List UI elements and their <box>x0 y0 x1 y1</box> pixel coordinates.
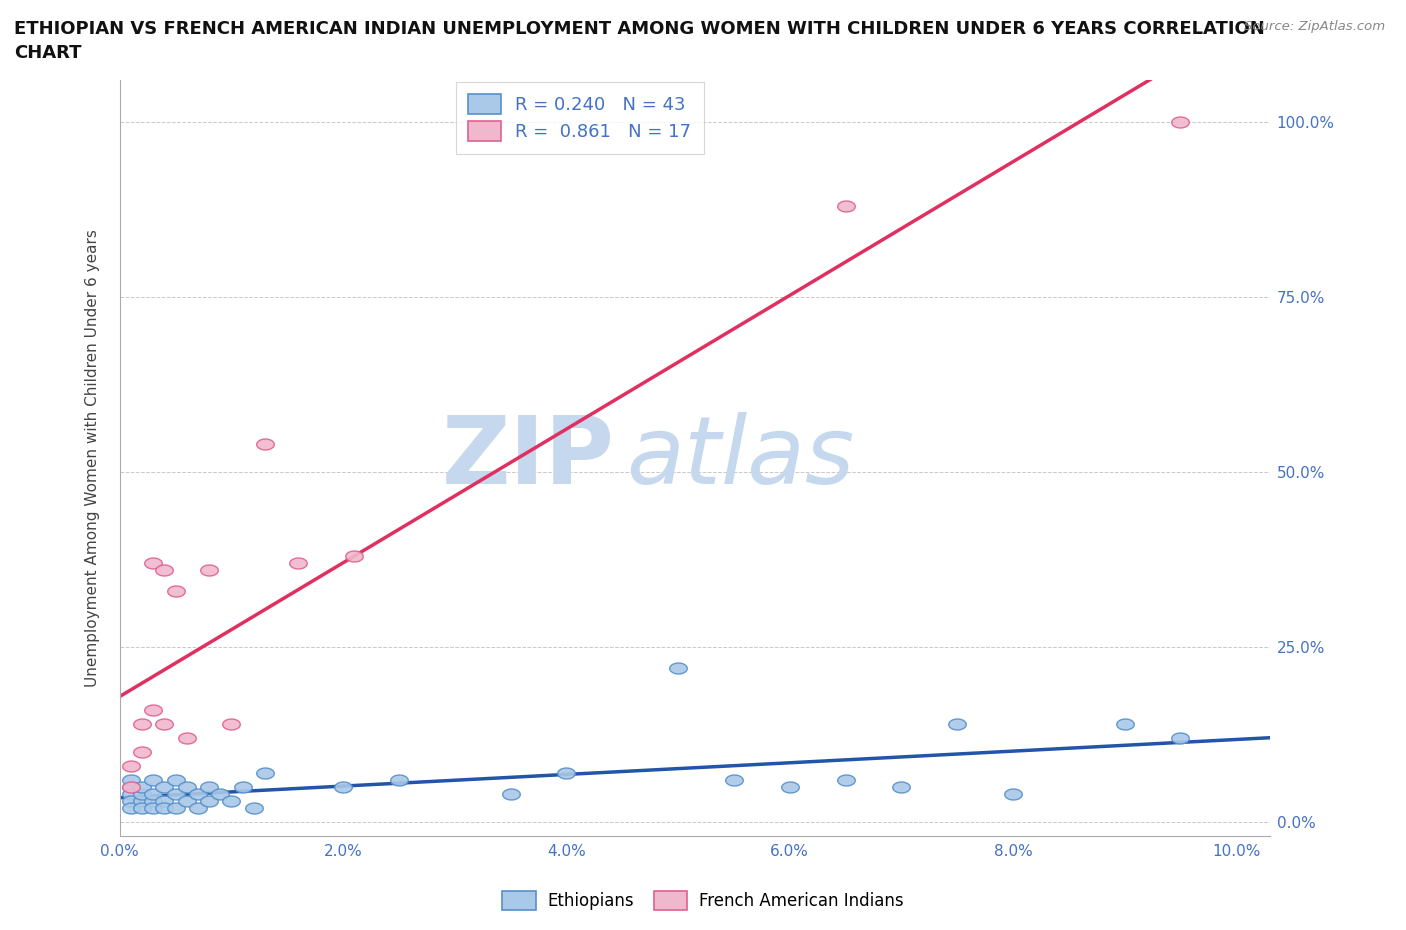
Point <box>120 801 142 816</box>
Point <box>142 801 165 816</box>
Point <box>142 787 165 802</box>
Point <box>343 549 366 564</box>
Point <box>890 779 912 794</box>
Point <box>153 716 176 731</box>
Point <box>253 436 276 451</box>
Point <box>142 702 165 717</box>
Y-axis label: Unemployment Among Women with Children Under 6 years: Unemployment Among Women with Children U… <box>86 229 100 687</box>
Point <box>187 801 209 816</box>
Point <box>232 779 254 794</box>
Point <box>834 773 856 788</box>
Point <box>131 779 153 794</box>
Point <box>221 716 243 731</box>
Point <box>946 716 969 731</box>
Text: CHART: CHART <box>14 44 82 61</box>
Point <box>176 779 198 794</box>
Point <box>388 773 411 788</box>
Legend: Ethiopians, French American Indians: Ethiopians, French American Indians <box>496 884 910 917</box>
Point <box>165 583 187 598</box>
Point <box>153 793 176 808</box>
Point <box>198 563 221 578</box>
Point <box>1114 716 1136 731</box>
Point <box>120 787 142 802</box>
Point <box>779 779 801 794</box>
Point <box>332 779 354 794</box>
Point <box>723 773 745 788</box>
Point <box>142 555 165 570</box>
Point <box>142 793 165 808</box>
Point <box>120 793 142 808</box>
Point <box>287 555 309 570</box>
Point <box>153 801 176 816</box>
Point <box>176 730 198 745</box>
Point <box>165 787 187 802</box>
Point <box>198 779 221 794</box>
Point <box>1170 114 1192 129</box>
Point <box>131 787 153 802</box>
Point <box>131 801 153 816</box>
Point <box>142 773 165 788</box>
Legend: R = 0.240   N = 43, R =  0.861   N = 17: R = 0.240 N = 43, R = 0.861 N = 17 <box>456 82 704 153</box>
Point <box>131 744 153 759</box>
Text: ZIP: ZIP <box>441 412 614 504</box>
Point <box>120 773 142 788</box>
Point <box>253 765 276 780</box>
Point <box>1001 787 1024 802</box>
Point <box>165 773 187 788</box>
Text: atlas: atlas <box>626 413 853 503</box>
Point <box>1170 730 1192 745</box>
Point <box>120 779 142 794</box>
Point <box>131 793 153 808</box>
Point <box>120 759 142 774</box>
Point <box>555 765 578 780</box>
Point <box>209 787 232 802</box>
Point <box>131 716 153 731</box>
Text: Source: ZipAtlas.com: Source: ZipAtlas.com <box>1244 20 1385 33</box>
Point <box>242 801 264 816</box>
Point <box>153 779 176 794</box>
Point <box>666 660 689 675</box>
Point <box>198 793 221 808</box>
Point <box>153 563 176 578</box>
Point <box>165 801 187 816</box>
Point <box>176 793 198 808</box>
Point <box>120 779 142 794</box>
Point <box>834 199 856 214</box>
Point <box>187 787 209 802</box>
Point <box>221 793 243 808</box>
Text: ETHIOPIAN VS FRENCH AMERICAN INDIAN UNEMPLOYMENT AMONG WOMEN WITH CHILDREN UNDER: ETHIOPIAN VS FRENCH AMERICAN INDIAN UNEM… <box>14 20 1265 38</box>
Point <box>499 787 522 802</box>
